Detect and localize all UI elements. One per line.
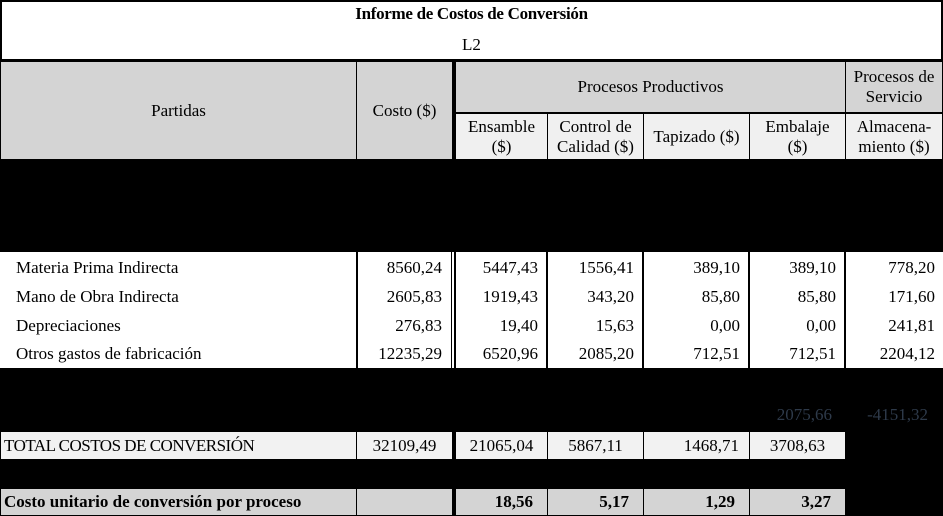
cell-costo: 2605,83 [358,282,450,311]
grid-line [642,252,644,368]
redistribution-embalaje: 2075,66 [776,405,832,424]
cell-tapizado: 0,00 [645,311,748,340]
grid-line [356,252,358,368]
cell-ensamble: 19,40 [457,311,546,340]
cell-tapizado: 712,51 [645,340,748,368]
header-procesos-productivos: Procesos Productivos [455,61,846,113]
header-tapizado: Tapizado ($) [643,113,750,160]
row-label: Mano de Obra Indirecta [0,282,356,311]
total-costo: 32109,49 [356,431,453,460]
unit-cost-costo [356,488,453,516]
cell-control: 1556,41 [549,253,642,282]
grid-line [844,252,846,368]
report-title-block [0,0,943,61]
cell-control: 343,20 [549,282,642,311]
cell-ensamble: 1919,43 [457,282,546,311]
report-title: Informe de Costos de Conversión [355,4,588,23]
total-label: TOTAL COSTOS DE CONVERSIÓN [0,431,357,460]
unit-cost-tapizado: 1,29 [643,488,750,516]
cell-almacenamiento: 171,60 [847,282,943,311]
header-procesos-servicio: Procesos de Servicio [845,61,943,113]
total-tapizado: 1468,71 [643,431,750,460]
cell-embalaje: 712,51 [751,340,844,368]
cell-almacenamiento: 778,20 [847,253,943,282]
grid-line [748,252,750,368]
cell-ensamble: 6520,96 [457,340,546,368]
unit-cost-control: 5,17 [547,488,644,516]
unit-cost-label: Costo unitario de conversión por proceso [0,488,357,516]
header-partidas: Partidas [0,61,357,160]
report-subtitle: L2 [462,35,481,54]
cell-tapizado: 389,10 [645,253,748,282]
total-control: 5867,11 [547,431,644,460]
header-costo: Costo ($) [356,61,453,160]
unit-cost-ensamble: 18,56 [455,488,548,516]
row-label: Otros gastos de fabricación [0,340,356,368]
grid-line [454,252,456,368]
cell-control: 2085,20 [549,340,642,368]
header-embalaje: Embalaje ($) [749,113,846,160]
cell-costo: 276,83 [358,311,450,340]
redistribution-almacenamiento: -4151,32 [867,405,928,424]
header-control-calidad: Control de Calidad ($) [547,113,644,160]
header-almacenamiento: Almacena- miento ($) [845,113,943,160]
cell-costo: 12235,29 [358,340,450,368]
unit-cost-embalaje: 3,27 [749,488,846,516]
header-ensamble: Ensamble ($) [455,113,548,160]
row-label: Depreciaciones [0,311,356,340]
cell-embalaje: 389,10 [751,253,844,282]
cell-costo: 8560,24 [358,253,450,282]
cell-almacenamiento: 241,81 [847,311,943,340]
grid-line [451,252,452,368]
total-embalaje: 3708,63 [749,431,846,460]
cell-control: 15,63 [549,311,642,340]
cell-tapizado: 85,80 [645,282,748,311]
cell-ensamble: 5447,43 [457,253,546,282]
total-ensamble: 21065,04 [455,431,548,460]
row-label: Materia Prima Indirecta [0,253,356,282]
cell-embalaje: 85,80 [751,282,844,311]
grid-line [546,252,548,368]
cell-embalaje: 0,00 [751,311,844,340]
cell-almacenamiento: 2204,12 [847,340,943,368]
